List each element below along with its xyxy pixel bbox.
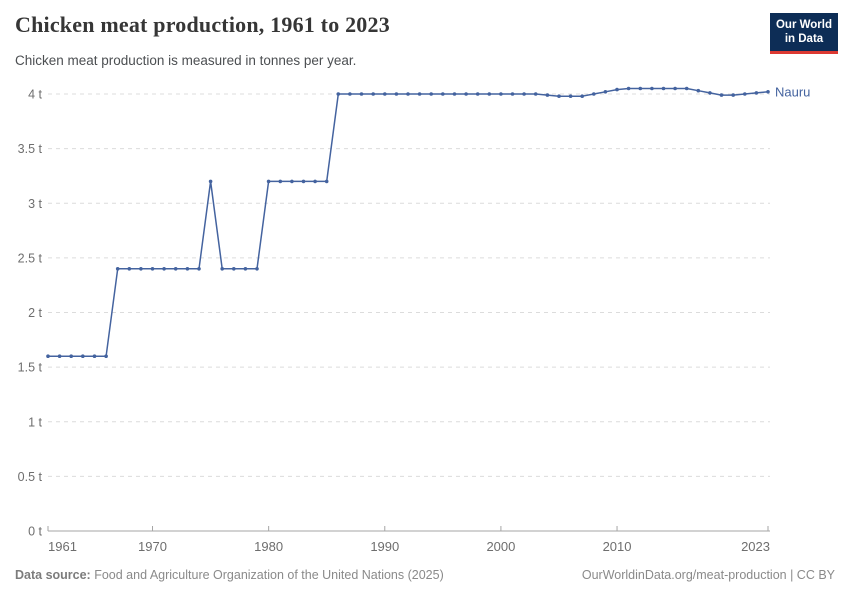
data-point-marker <box>441 92 445 96</box>
data-point-marker <box>220 267 224 271</box>
data-point-marker <box>266 179 271 184</box>
x-axis-tick-label: 2023 <box>741 539 770 554</box>
data-point-marker <box>104 354 108 359</box>
owid-logo: Our World in Data <box>770 13 838 54</box>
data-source-label: Data source: <box>15 568 91 582</box>
data-point-marker <box>429 92 434 96</box>
data-point-marker <box>626 86 631 91</box>
data-point-marker <box>232 267 236 271</box>
data-point-marker <box>661 86 666 91</box>
data-point-marker <box>545 93 550 97</box>
data-point-marker <box>731 93 735 97</box>
data-line <box>48 87 769 357</box>
x-axis-tick-label: 2010 <box>603 539 632 554</box>
data-point-marker <box>243 267 248 271</box>
chart-footer: Data source: Food and Agriculture Organi… <box>15 568 835 582</box>
data-point-marker <box>452 92 457 96</box>
data-point-marker <box>301 179 306 184</box>
data-point-marker <box>197 267 201 271</box>
data-point-marker <box>115 267 120 271</box>
data-point-marker <box>499 92 503 96</box>
series-end-label: Nauru <box>775 84 810 99</box>
data-point-marker <box>57 354 62 359</box>
data-point-marker <box>290 179 294 184</box>
data-point-marker <box>371 92 376 96</box>
y-axis-tick-label: 0.5 t <box>18 470 43 484</box>
data-point-marker <box>69 354 73 359</box>
owid-logo-line2: in Data <box>784 33 824 46</box>
y-axis-tick-label: 0 t <box>28 525 42 539</box>
y-axis-tick-label: 3 t <box>28 197 42 211</box>
data-point-marker <box>139 267 143 271</box>
data-point-marker <box>592 92 596 96</box>
data-point-marker <box>580 94 584 98</box>
data-point-marker <box>81 354 85 359</box>
data-point-marker <box>638 86 643 91</box>
data-point-marker <box>696 88 701 93</box>
chart-title: Chicken meat production, 1961 to 2023 <box>15 12 390 37</box>
data-point-marker <box>417 92 422 96</box>
chart-subtitle: Chicken meat production is measured in t… <box>15 53 357 68</box>
x-axis-tick-label: 2000 <box>486 539 515 554</box>
data-point-marker <box>743 92 747 96</box>
data-point-marker <box>522 92 526 96</box>
footer-link-text: OurWorldinData.org/meat-production | CC … <box>581 568 835 582</box>
data-point-marker <box>383 92 387 96</box>
y-axis-tick-label: 3.5 t <box>18 142 43 156</box>
y-axis-tick-label: 1.5 t <box>18 361 43 375</box>
y-axis-tick-label: 2 t <box>28 306 42 320</box>
x-axis-tick-label: 1980 <box>254 539 283 554</box>
data-point-marker <box>557 94 561 98</box>
y-axis-tick-label: 4 t <box>28 88 42 102</box>
data-point-marker <box>185 267 190 271</box>
data-point-marker <box>603 90 608 94</box>
data-point-marker <box>673 86 677 91</box>
x-axis-tick-label: 1970 <box>138 539 167 554</box>
data-point-marker <box>348 92 352 96</box>
data-point-marker <box>255 267 259 271</box>
data-point-marker <box>475 92 480 96</box>
data-point-marker <box>533 92 538 96</box>
data-point-marker <box>92 354 97 359</box>
data-point-marker <box>313 179 317 184</box>
data-point-marker <box>359 92 364 96</box>
data-point-marker <box>278 179 283 184</box>
data-point-marker <box>708 91 712 95</box>
data-point-marker <box>487 92 492 96</box>
data-point-marker <box>684 86 689 91</box>
data-point-marker <box>568 94 573 98</box>
data-point-marker <box>173 267 178 271</box>
data-point-marker <box>719 93 724 97</box>
x-axis-tick-label: 1990 <box>370 539 399 554</box>
data-point-marker <box>766 90 770 94</box>
data-point-marker <box>464 92 468 96</box>
data-point-marker <box>324 179 329 184</box>
data-point-marker <box>150 267 155 271</box>
data-point-marker <box>336 92 341 96</box>
y-axis-tick-label: 1 t <box>28 415 42 429</box>
x-axis-tick-label: 1961 <box>48 539 77 554</box>
data-point-marker <box>162 267 166 271</box>
data-point-marker <box>615 87 619 92</box>
data-point-marker <box>650 86 654 91</box>
data-point-marker <box>46 354 50 359</box>
data-source: Data source: Food and Agriculture Organi… <box>15 568 444 582</box>
data-source-text: Food and Agriculture Organization of the… <box>94 568 444 582</box>
data-point-marker <box>406 92 410 96</box>
y-axis-tick-label: 2.5 t <box>18 251 43 265</box>
data-point-marker <box>208 179 213 184</box>
data-point-marker <box>394 92 399 96</box>
data-point-marker <box>510 92 515 96</box>
data-point-marker <box>754 91 759 95</box>
owid-logo-line1: Our World <box>775 19 832 31</box>
data-point-marker <box>127 267 132 271</box>
